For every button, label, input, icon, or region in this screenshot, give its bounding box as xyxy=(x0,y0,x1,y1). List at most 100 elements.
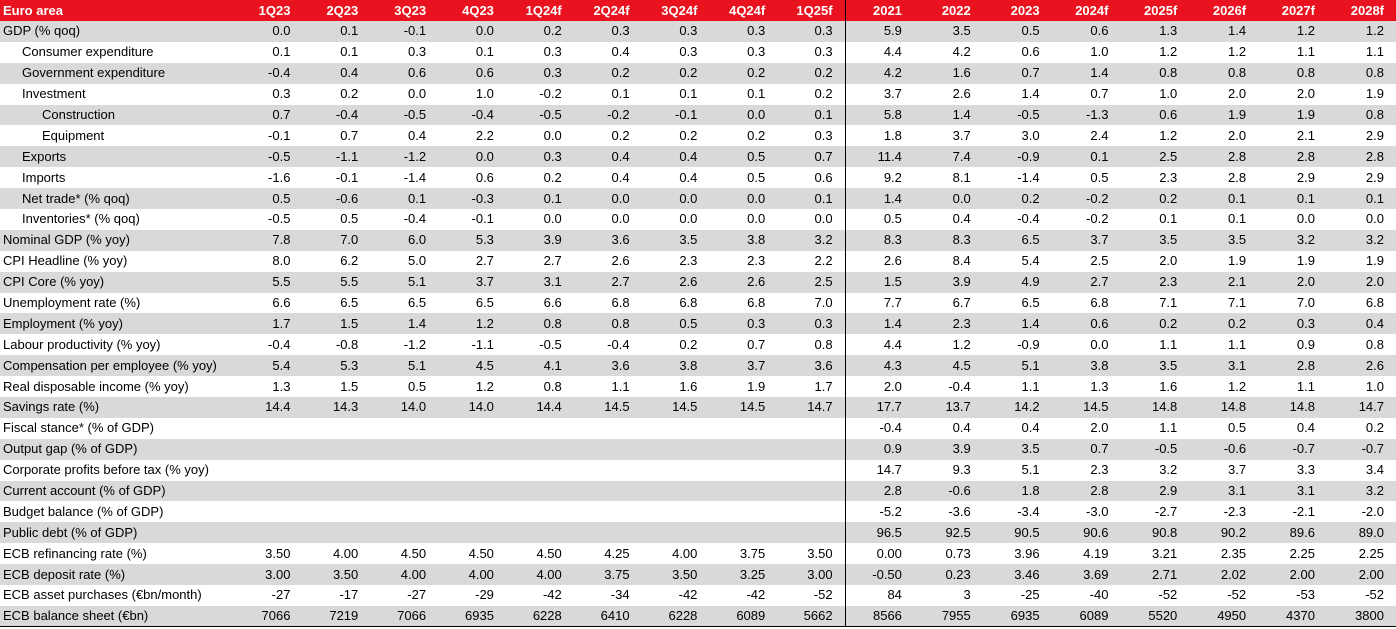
year-value-cell: 89.6 xyxy=(1258,522,1327,544)
table-row: Inventories* (% qoq) -0.5 0.5 -0.4 -0.1 0.0 0.… xyxy=(0,209,1396,230)
quarter-value-cell: -42 xyxy=(641,585,710,606)
year-value-cell: -1.3 xyxy=(1051,104,1121,126)
quarter-value-cell: 6228 xyxy=(641,605,710,628)
year-value-cell: 3.5 xyxy=(913,21,983,42)
year-value-cell: 0.00 xyxy=(844,543,914,565)
quarter-value-cell: 5.1 xyxy=(370,355,439,377)
year-value-cell: 7.7 xyxy=(844,292,914,314)
year-value-cell: 7.0 xyxy=(1258,292,1327,314)
quarter-value-cell xyxy=(302,501,371,523)
year-value-cell: 3.5 xyxy=(1120,229,1190,251)
table-row: Equipment -0.1 0.7 0.4 2.2 0.0 0.2 0.2 0.2 0.3 1.8… xyxy=(0,125,1396,147)
year-value-cell: 0.2 xyxy=(1189,313,1259,335)
quarter-value-cell: 5.5 xyxy=(234,271,303,293)
quarter-value-cell: 0.0 xyxy=(709,104,778,126)
table-row: Fiscal stance* (% of GDP) -0.4 0.4 0.4 2.0 1.… xyxy=(0,417,1396,439)
quarter-value-cell: 7066 xyxy=(370,605,439,628)
year-value-cell: 0.9 xyxy=(844,438,914,460)
year-value-cell: 0.2 xyxy=(1120,188,1190,210)
quarter-value-cell: 0.4 xyxy=(302,62,371,84)
quarter-value-cell xyxy=(777,438,846,460)
year-value-cell: 0.1 xyxy=(1258,188,1327,210)
quarter-value-cell xyxy=(573,438,642,460)
year-value-cell: 1.2 xyxy=(1120,41,1190,63)
quarter-value-cell xyxy=(709,480,778,502)
quarter-value-cell: 0.3 xyxy=(777,313,846,335)
year-value-cell: 90.6 xyxy=(1051,522,1121,544)
year-value-cell: 14.8 xyxy=(1258,397,1327,418)
row-label: ECB balance sheet (€bn) xyxy=(0,605,235,628)
quarter-value-cell: 0.8 xyxy=(505,376,574,398)
year-value-cell: 9.3 xyxy=(913,459,983,481)
header-year: 2023 xyxy=(982,0,1052,21)
year-value-cell: 1.8 xyxy=(844,125,914,147)
table-body: GDP (% qoq) 0.0 0.1 -0.1 0.0 0.2 0.3 0.3 0.3 0.3 5… xyxy=(0,21,1396,628)
quarter-value-cell: -42 xyxy=(709,585,778,606)
year-value-cell: 14.5 xyxy=(1051,397,1121,418)
year-value-cell: 1.3 xyxy=(1051,376,1121,398)
quarter-value-cell: 0.3 xyxy=(777,21,846,42)
quarter-value-cell xyxy=(370,417,439,439)
row-label: Exports xyxy=(0,146,235,168)
year-value-cell: 3.3 xyxy=(1258,459,1327,481)
year-value-cell: 3.2 xyxy=(1326,480,1396,502)
year-value-cell: -2.3 xyxy=(1189,501,1259,523)
year-value-cell: 2.8 xyxy=(844,480,914,502)
quarter-value-cell: 14.0 xyxy=(438,397,506,418)
year-value-cell: 0.1 xyxy=(1189,188,1259,210)
year-value-cell: 1.2 xyxy=(1120,125,1190,147)
year-value-cell: 3.1 xyxy=(1258,480,1327,502)
quarter-value-cell: 6.8 xyxy=(641,292,710,314)
quarter-value-cell xyxy=(709,417,778,439)
quarter-value-cell: 0.2 xyxy=(709,125,778,147)
quarter-value-cell: 5.4 xyxy=(234,355,303,377)
year-value-cell: 0.6 xyxy=(982,41,1052,63)
quarter-value-cell xyxy=(573,522,642,544)
quarter-value-cell: 1.9 xyxy=(709,376,778,398)
quarter-value-cell: 0.3 xyxy=(641,21,710,42)
year-value-cell: 1.9 xyxy=(1326,250,1396,272)
quarter-value-cell: -0.1 xyxy=(641,104,710,126)
quarter-value-cell: 0.8 xyxy=(505,313,574,335)
year-value-cell: 6.8 xyxy=(1326,292,1396,314)
year-value-cell: 2.3 xyxy=(913,313,983,335)
year-value-cell: 2.9 xyxy=(1258,167,1327,189)
quarter-value-cell xyxy=(302,417,371,439)
row-label: Net trade* (% qoq) xyxy=(0,188,235,210)
year-value-cell: 0.5 xyxy=(982,21,1052,42)
table-row: Exports -0.5 -1.1 -1.2 0.0 0.3 0.4 0.4 0.5 0.7 11.… xyxy=(0,146,1396,168)
header-year: 2022 xyxy=(913,0,983,21)
year-value-cell: 2.0 xyxy=(1120,250,1190,272)
quarter-value-cell: 0.0 xyxy=(709,188,778,210)
year-value-cell: 2.8 xyxy=(1258,355,1327,377)
quarter-value-cell: -0.4 xyxy=(234,334,303,356)
quarter-value-cell xyxy=(505,522,574,544)
year-value-cell: 3.7 xyxy=(1189,459,1259,481)
year-value-cell: 5.8 xyxy=(844,104,914,126)
year-value-cell: 90.8 xyxy=(1120,522,1190,544)
quarter-value-cell: 1.0 xyxy=(438,83,506,105)
year-value-cell: 8.3 xyxy=(844,229,914,251)
quarter-value-cell: 0.5 xyxy=(709,167,778,189)
row-label: Savings rate (%) xyxy=(0,397,235,418)
row-label: Budget balance (% of GDP) xyxy=(0,501,235,523)
quarter-value-cell xyxy=(505,417,574,439)
quarter-value-cell xyxy=(709,522,778,544)
row-label: Nominal GDP (% yoy) xyxy=(0,229,235,251)
year-value-cell: 1.2 xyxy=(1258,21,1327,42)
quarter-value-cell: 6089 xyxy=(709,605,778,628)
header-quarter: 1Q24f xyxy=(505,0,574,21)
quarter-value-cell: -1.1 xyxy=(302,146,371,168)
quarter-value-cell: -27 xyxy=(370,585,439,606)
quarter-value-cell: 0.7 xyxy=(709,334,778,356)
year-value-cell: 0.4 xyxy=(1258,417,1327,439)
table-row: Public debt (% of GDP) 96.5 92.5 90.5 90.6 90… xyxy=(0,522,1396,544)
year-value-cell: 0.73 xyxy=(913,543,983,565)
quarter-value-cell: 3.2 xyxy=(777,229,846,251)
quarter-value-cell: 0.2 xyxy=(302,83,371,105)
year-value-cell: 4370 xyxy=(1258,605,1327,628)
quarter-value-cell: 6.0 xyxy=(370,229,439,251)
year-value-cell: 8.4 xyxy=(913,250,983,272)
year-value-cell: 1.1 xyxy=(1120,334,1190,356)
quarter-value-cell xyxy=(573,480,642,502)
